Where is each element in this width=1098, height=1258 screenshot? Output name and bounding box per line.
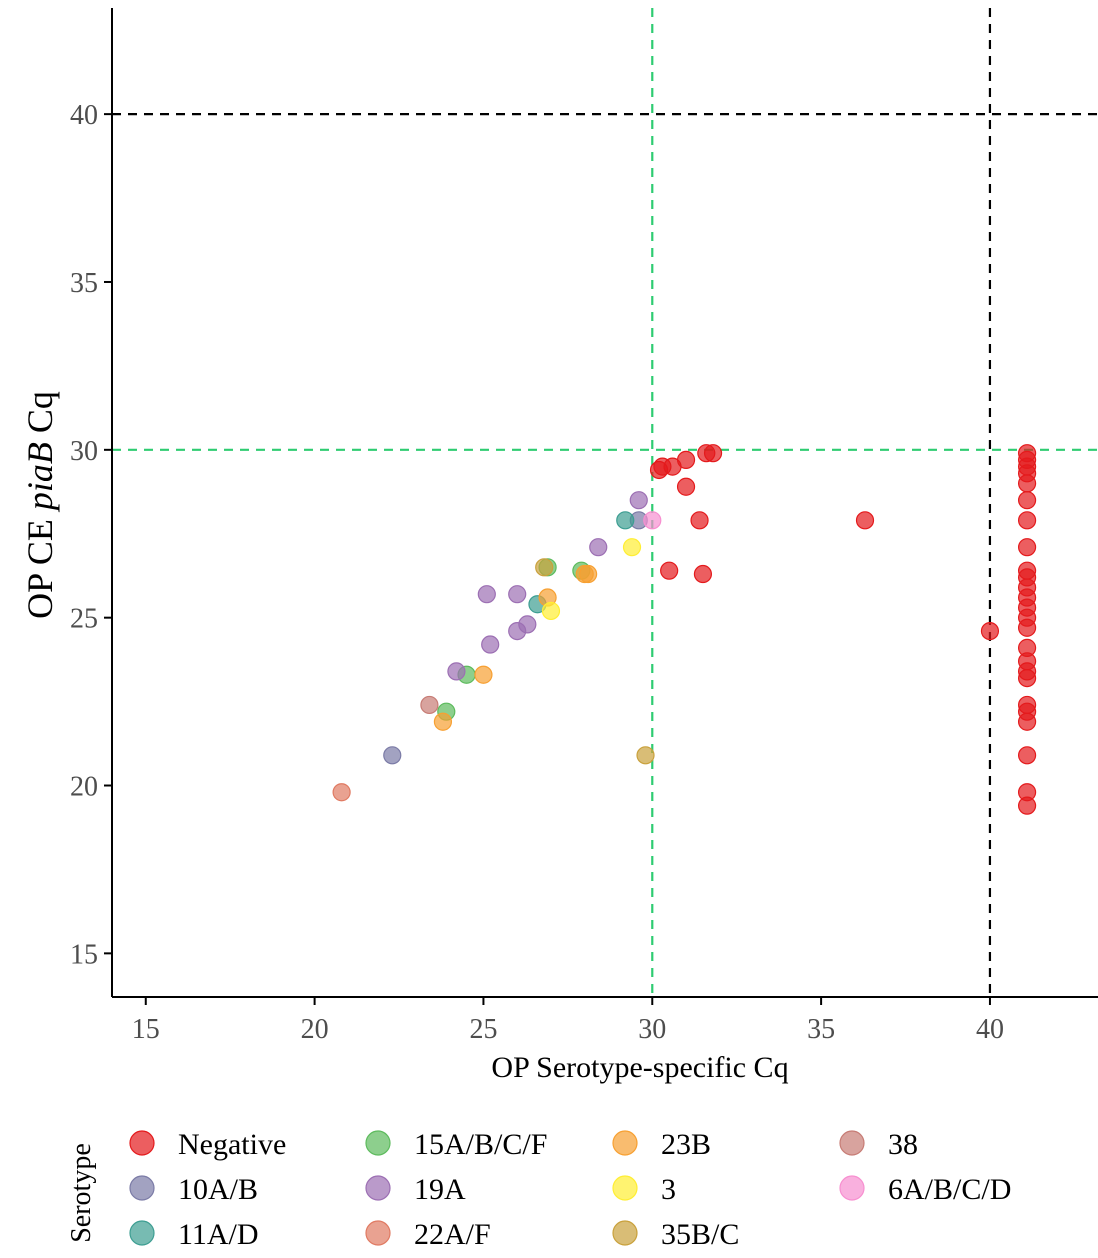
x-tick-label: 20: [301, 1014, 329, 1045]
data-point: [629, 491, 648, 510]
y-tick-label: 25: [70, 604, 98, 635]
legend-swatch: [612, 1220, 638, 1246]
reference-lines: [112, 8, 1098, 997]
legend-item: 3: [612, 1173, 676, 1206]
legend-swatch: [129, 1175, 155, 1201]
legend-label: 35B/C: [661, 1218, 739, 1251]
data-point: [980, 621, 1000, 641]
legend-swatch: [839, 1175, 865, 1201]
legend-item: 35B/C: [612, 1218, 739, 1251]
y-axis-title-suffix: Cq: [20, 391, 60, 442]
data-point: [1017, 474, 1037, 493]
data-point: [676, 477, 696, 496]
y-tick-label: 15: [70, 939, 98, 970]
data-point: [518, 615, 537, 634]
legend-label: 22A/F: [414, 1218, 491, 1251]
legend-title: Serotype: [66, 1143, 97, 1243]
data-point: [690, 511, 709, 530]
legend-item: Negative: [129, 1128, 286, 1161]
data-point: [676, 450, 696, 469]
data-point: [1017, 746, 1037, 765]
y-axis-title: OP CE piaB Cq: [20, 391, 60, 619]
legend-label: 11A/D: [178, 1218, 259, 1251]
legend-label: 6A/B/C/D: [888, 1173, 1011, 1206]
legend-swatch: [129, 1220, 155, 1246]
data-point: [433, 712, 453, 731]
x-tick-label: 15: [132, 1014, 160, 1045]
legend-label: 19A: [414, 1173, 466, 1206]
data-point: [420, 695, 439, 715]
legend-item: 11A/D: [129, 1218, 259, 1251]
legend-swatch: [365, 1175, 391, 1201]
legend: Serotype Negative 10A/B 11A/D 15A/B/C/F 19A 2…: [66, 1128, 1011, 1251]
data-point: [693, 564, 713, 584]
legend-label: 15A/B/C/F: [414, 1128, 547, 1161]
legend-item: 10A/B: [129, 1173, 258, 1206]
data-point: [636, 746, 655, 765]
data-point: [541, 601, 561, 621]
data-points: [332, 444, 1037, 815]
data-point: [622, 538, 642, 557]
data-point: [1017, 712, 1037, 731]
data-point: [535, 558, 554, 577]
data-point: [477, 585, 496, 604]
data-point: [474, 665, 493, 684]
legend-item: 23B: [612, 1128, 711, 1161]
y-tick-label: 30: [70, 436, 98, 467]
legend-swatch: [365, 1130, 391, 1156]
legend-item: 19A: [365, 1173, 466, 1206]
y-tick-label: 20: [70, 772, 98, 803]
data-point: [589, 538, 608, 557]
y-tick-label: 40: [70, 100, 98, 131]
data-point: [1017, 796, 1037, 815]
data-point: [703, 444, 723, 463]
data-point: [481, 635, 500, 654]
data-point: [643, 511, 662, 530]
data-point: [660, 561, 679, 580]
data-point: [616, 511, 635, 530]
legend-item: 38: [839, 1128, 918, 1161]
legend-label: 23B: [661, 1128, 711, 1161]
data-point: [383, 746, 402, 765]
data-point: [332, 783, 351, 802]
x-axis-title: OP Serotype-specific Cq: [491, 1051, 788, 1084]
legend-label: 3: [661, 1173, 676, 1206]
data-point: [1017, 618, 1037, 637]
x-tick-label: 35: [807, 1014, 835, 1045]
data-point: [1017, 668, 1037, 688]
legend-swatch: [612, 1175, 638, 1201]
x-tick-label: 40: [976, 1014, 1004, 1045]
data-point: [508, 585, 527, 604]
data-point: [579, 564, 598, 584]
legend-item: 22A/F: [365, 1218, 491, 1251]
legend-swatch: [612, 1130, 638, 1156]
legend-item: 6A/B/C/D: [839, 1173, 1011, 1206]
x-axis-ticks: 15 20 25 30 35 40: [132, 997, 1004, 1045]
axes: [111, 8, 1098, 998]
y-tick-label: 35: [70, 268, 98, 299]
x-tick-label: 30: [638, 1014, 666, 1045]
data-point: [1017, 491, 1037, 510]
legend-swatch: [839, 1130, 865, 1156]
data-point: [447, 662, 466, 681]
legend-label: 10A/B: [178, 1173, 258, 1206]
data-point: [855, 511, 875, 530]
legend-label: Negative: [178, 1128, 286, 1161]
legend-item: 15A/B/C/F: [365, 1128, 547, 1161]
data-point: [1017, 511, 1037, 530]
y-axis-ticks: 15 20 25 30 35 40: [70, 100, 112, 970]
x-tick-label: 25: [469, 1014, 497, 1045]
data-point: [1017, 538, 1037, 557]
legend-label: 38: [888, 1128, 918, 1161]
legend-swatch: [129, 1130, 155, 1156]
legend-swatch: [365, 1220, 391, 1246]
y-axis-title-italic: piaB: [20, 442, 60, 513]
y-axis-title-prefix: OP CE: [20, 510, 60, 619]
